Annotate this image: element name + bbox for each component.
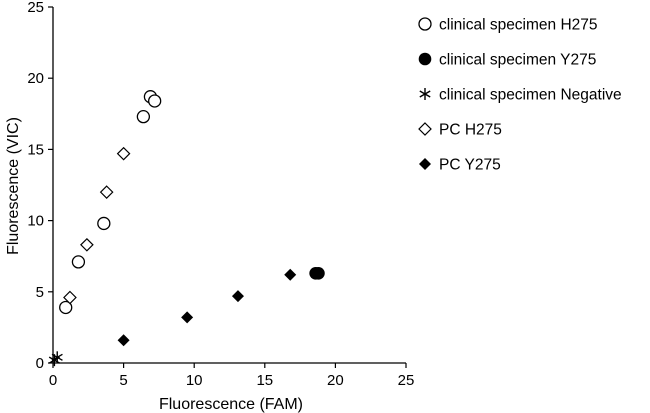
x-tick-label: 10 (186, 372, 203, 389)
legend-label: clinical specimen H275 (439, 17, 598, 34)
x-tick-label: 25 (398, 372, 415, 389)
data-point-open-diamond (99, 185, 114, 199)
ticks: 0 5 10 15 20 25 0 5 10 15 20 25 (27, 0, 414, 389)
x-tick-label: 0 (49, 372, 57, 389)
data-point-open-diamond (63, 290, 77, 305)
y-tick-label: 0 (36, 355, 44, 372)
data-point-filled-circle (312, 266, 325, 280)
y-axis-title: Fluorescence (VIC) (5, 117, 22, 255)
x-axis-title: Fluorescence (FAM) (159, 396, 303, 413)
y-tick-label: 10 (27, 213, 44, 230)
legend: clinical specimen H275 clinical specimen … (418, 17, 622, 174)
legend-item: PC H275 (418, 122, 502, 139)
legend-label: PC H275 (439, 122, 502, 139)
y-tick-label: 15 (27, 141, 44, 158)
legend-marker-filled-circle (418, 52, 432, 66)
data-point-asterisk (51, 351, 63, 364)
legend-marker-asterisk (419, 88, 431, 100)
data-point-filled-diamond (284, 268, 297, 281)
y-tick-label: 20 (27, 70, 44, 87)
legend-item: clinical specimen Negative (419, 87, 622, 104)
legend-label: clinical specimen Negative (439, 87, 622, 104)
x-tick-label: 15 (256, 372, 273, 389)
data-point-open-circle (59, 300, 73, 315)
legend-marker-open-diamond (418, 122, 432, 136)
data-point-open-diamond (80, 237, 94, 252)
legend-label: clinical specimen Y275 (439, 52, 596, 69)
legend-label: PC Y275 (439, 157, 501, 174)
data-point-filled-diamond (117, 334, 130, 347)
legend-marker-open-circle (418, 17, 432, 31)
data-point-open-circle (136, 109, 151, 124)
data-point-open-circle (148, 94, 162, 108)
y-tick-label: 25 (27, 0, 44, 16)
x-tick-label: 20 (327, 372, 344, 389)
legend-item: PC Y275 (419, 157, 501, 174)
legend-item: clinical specimen Y275 (418, 52, 596, 69)
data-point-open-diamond (116, 146, 131, 161)
legend-item: clinical specimen H275 (418, 17, 598, 34)
data-point-open-circle (71, 255, 86, 269)
legend-marker-filled-diamond (419, 158, 431, 170)
data-points (48, 90, 325, 367)
data-point-filled-diamond (181, 311, 194, 324)
data-point-open-circle (97, 216, 111, 231)
data-point-filled-diamond (231, 290, 244, 303)
axes (52, 7, 406, 364)
y-tick-label: 5 (36, 284, 44, 301)
x-tick-label: 5 (119, 372, 127, 389)
